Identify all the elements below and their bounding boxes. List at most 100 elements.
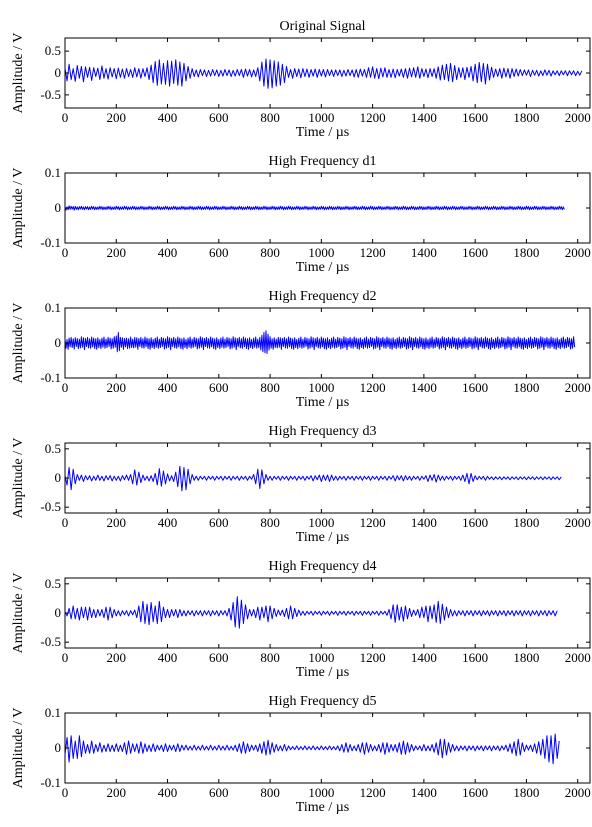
y-tick-label: -0.1 — [40, 235, 61, 250]
x-tick-label: 2000 — [565, 380, 591, 395]
x-tick-label: 2000 — [565, 785, 591, 800]
signal-line — [64, 58, 583, 89]
x-tick-label: 1800 — [513, 515, 539, 530]
x-tick-label: 1600 — [462, 110, 488, 125]
signal-line — [64, 330, 576, 354]
y-tick-label: -0.5 — [40, 87, 61, 102]
y-axis-label: Amplitude / V — [11, 438, 26, 519]
x-tick-label: 800 — [260, 245, 280, 260]
subplot-6: 0 200 400 600 800 1000 1200 1400 1600 1800 2000 0.1… — [11, 694, 591, 815]
x-tick-label: 1400 — [411, 245, 437, 260]
subplot-title: High Frequency d3 — [268, 424, 376, 439]
y-axis-label: Amplitude / V — [11, 573, 26, 654]
x-tick-label: 1000 — [308, 245, 334, 260]
x-tick-label: 400 — [158, 245, 178, 260]
x-tick-label: 0 — [62, 515, 69, 530]
y-tick-label: 0 — [55, 470, 62, 485]
x-tick-label: 400 — [158, 380, 178, 395]
x-tick-label: 1600 — [462, 245, 488, 260]
x-tick-label: 400 — [158, 785, 178, 800]
x-tick-label: 1600 — [462, 785, 488, 800]
x-tick-label: 1800 — [513, 650, 539, 665]
y-tick-label: 0.5 — [45, 43, 61, 58]
x-tick-label: 0 — [62, 650, 69, 665]
x-tick-label: 1800 — [513, 380, 539, 395]
x-tick-label: 600 — [209, 245, 229, 260]
x-tick-label: 1200 — [360, 245, 386, 260]
x-tick-label: 2000 — [565, 515, 591, 530]
x-tick-label: 600 — [209, 515, 229, 530]
y-tick-label: -0.1 — [40, 370, 61, 385]
x-tick-label: 800 — [260, 785, 280, 800]
subplot-4: 0 200 400 600 800 1000 1200 1400 1600 1800 2000 0.5… — [11, 424, 591, 545]
x-tick-label: 800 — [260, 650, 280, 665]
x-tick-label: 2000 — [565, 650, 591, 665]
y-axis-label: Amplitude / V — [11, 708, 26, 789]
x-tick-label: 1600 — [462, 380, 488, 395]
y-tick-label: 0 — [55, 65, 62, 80]
x-tick-label: 800 — [260, 110, 280, 125]
x-tick-label: 1000 — [308, 380, 334, 395]
signal-line — [64, 596, 558, 629]
signal-line — [64, 733, 560, 765]
x-tick-label: 600 — [209, 785, 229, 800]
x-tick-label: 1200 — [360, 110, 386, 125]
x-tick-label: 1400 — [411, 785, 437, 800]
y-tick-label: 0.1 — [45, 300, 61, 315]
x-tick-label: 1200 — [360, 515, 386, 530]
x-tick-label: 1600 — [462, 515, 488, 530]
y-tick-label: 0.5 — [45, 441, 61, 456]
y-tick-label: 0.5 — [45, 576, 61, 591]
x-tick-label: 1800 — [513, 785, 539, 800]
x-tick-label: 200 — [107, 110, 127, 125]
x-tick-label: 1000 — [308, 785, 334, 800]
x-tick-label: 1400 — [411, 650, 437, 665]
x-tick-label: 1000 — [308, 110, 334, 125]
x-axis-label: Time / µs — [296, 800, 349, 815]
x-tick-label: 1400 — [411, 515, 437, 530]
x-tick-label: 1000 — [308, 650, 334, 665]
x-tick-label: 200 — [107, 650, 127, 665]
y-tick-label: -0.5 — [40, 634, 61, 649]
subplot-1: 0 200 400 600 800 1000 1200 1400 1600 1800 2000 0.5… — [11, 19, 591, 140]
x-tick-label: 400 — [158, 650, 178, 665]
subplot-title: High Frequency d5 — [268, 694, 376, 709]
y-tick-label: 0.1 — [45, 165, 61, 180]
subplot-title: High Frequency d2 — [268, 289, 376, 304]
x-tick-label: 600 — [209, 380, 229, 395]
y-tick-label: 0 — [55, 200, 62, 215]
x-tick-label: 1400 — [411, 110, 437, 125]
y-axis-label: Amplitude / V — [11, 168, 26, 249]
y-tick-label: 0.1 — [45, 705, 61, 720]
x-tick-label: 1600 — [462, 650, 488, 665]
subplot-3: 0 200 400 600 800 1000 1200 1400 1600 1800 2000 0.1… — [11, 289, 591, 410]
x-tick-label: 1200 — [360, 785, 386, 800]
x-axis-label: Time / µs — [296, 125, 349, 140]
y-axis-label: Amplitude / V — [11, 303, 26, 384]
x-tick-label: 0 — [62, 380, 69, 395]
x-tick-label: 800 — [260, 380, 280, 395]
x-tick-label: 2000 — [565, 110, 591, 125]
y-tick-label: -0.1 — [40, 775, 61, 790]
x-tick-label: 1200 — [360, 380, 386, 395]
x-tick-label: 0 — [62, 785, 69, 800]
subplot-5: 0 200 400 600 800 1000 1200 1400 1600 1800 2000 0.5… — [11, 559, 591, 680]
x-tick-label: 200 — [107, 380, 127, 395]
x-tick-label: 0 — [62, 110, 69, 125]
x-tick-label: 600 — [209, 110, 229, 125]
x-tick-label: 1800 — [513, 110, 539, 125]
x-axis-label: Time / µs — [296, 395, 349, 410]
subplot-title: High Frequency d4 — [268, 559, 376, 574]
y-tick-label: 0 — [55, 335, 62, 350]
x-axis-label: Time / µs — [296, 665, 349, 680]
x-tick-label: 1800 — [513, 245, 539, 260]
x-tick-label: 2000 — [565, 245, 591, 260]
x-tick-label: 1000 — [308, 515, 334, 530]
x-tick-label: 800 — [260, 515, 280, 530]
x-tick-label: 400 — [158, 110, 178, 125]
x-tick-label: 200 — [107, 245, 127, 260]
y-tick-label: -0.5 — [40, 499, 61, 514]
x-tick-label: 1200 — [360, 650, 386, 665]
x-axis-label: Time / µs — [296, 530, 349, 545]
x-tick-label: 0 — [62, 245, 69, 260]
